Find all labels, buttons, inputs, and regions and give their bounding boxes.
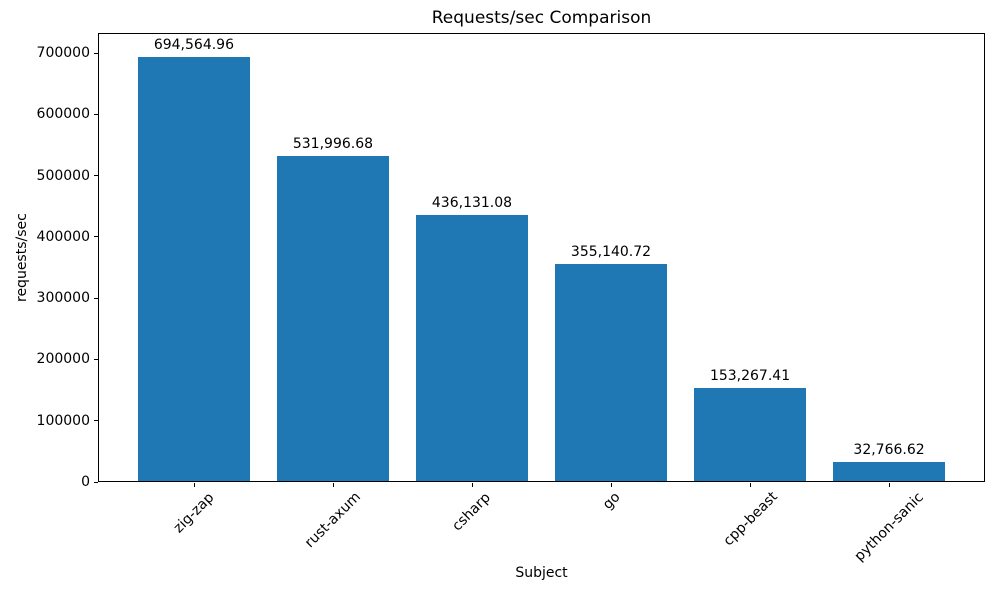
bar [833,461,945,482]
y-tick-label: 300000 [36,290,90,307]
plot-area [98,33,985,482]
y-tick [94,481,98,483]
bar [277,156,389,482]
y-tick [94,113,98,115]
x-tick [471,483,473,487]
y-tick-label: 500000 [36,167,90,184]
y-tick-label: 400000 [36,228,90,245]
x-tick-label: go [599,489,624,513]
y-tick-label: 0 [81,474,90,490]
y-axis-label: requests/sec [14,213,30,302]
bar-value-label: 531,996.68 [292,136,374,153]
y-tick [94,297,98,299]
bar [138,56,250,482]
x-tick-label: python-sanic [851,489,927,565]
y-tick [94,175,98,177]
bar-value-label: 355,140.72 [570,244,652,261]
y-tick-label: 600000 [36,106,90,123]
bar [555,264,667,482]
y-tick [94,358,98,360]
x-tick [193,483,195,487]
x-tick [332,483,334,487]
y-tick-label: 200000 [36,351,90,368]
y-tick-label: 700000 [36,45,90,62]
x-tick [611,483,612,487]
x-tick-label: cpp-beast [720,489,781,550]
bar-value-label: 436,131.08 [431,194,513,211]
y-tick [94,52,98,54]
x-tick-label: csharp [449,489,495,534]
y-tick-label: 100000 [36,412,90,429]
chart-title: Requests/sec Comparison [431,8,652,28]
x-tick-label: rust-axum [301,489,364,552]
bar [416,214,528,482]
x-tick-label: zig-zap [170,489,218,536]
y-tick [94,236,98,238]
bar-value-label: 694,564.96 [153,36,234,53]
x-tick [750,483,752,487]
x-tick [889,483,891,487]
y-tick [94,420,98,422]
bar-value-label: 32,766.62 [853,441,925,458]
bar-value-label: 153,267.41 [709,368,791,385]
x-axis-label: Subject [515,565,568,581]
bar [694,388,806,482]
